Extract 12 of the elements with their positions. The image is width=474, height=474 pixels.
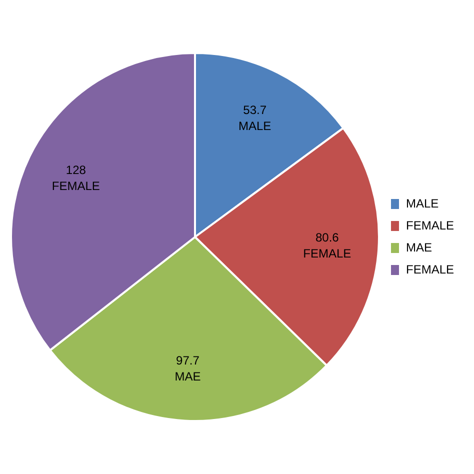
data-label: 80.6 xyxy=(315,230,340,245)
slice-label: MAE xyxy=(174,370,201,384)
data-label: 53.7 xyxy=(243,103,267,118)
slice-label: MALE xyxy=(238,119,272,134)
slice-label: FEMALE xyxy=(303,246,352,261)
data-label: 128 xyxy=(66,163,86,178)
legend-label: FEMALE xyxy=(406,218,454,232)
slice-label: FEMALE xyxy=(52,179,100,194)
legend-label: MALE xyxy=(406,196,439,210)
data-label: 97.7 xyxy=(176,354,200,368)
legend-label: FEMALE xyxy=(406,262,454,276)
legend-label: MAE xyxy=(406,240,432,254)
